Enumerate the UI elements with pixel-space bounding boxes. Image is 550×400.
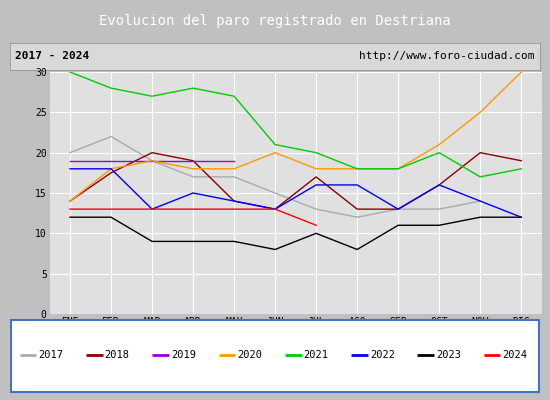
Text: 2019: 2019 [171,350,196,360]
Text: 2017: 2017 [39,350,63,360]
Text: 2022: 2022 [370,350,395,360]
Text: 2017 - 2024: 2017 - 2024 [15,51,90,61]
Text: http://www.foro-ciudad.com: http://www.foro-ciudad.com [359,51,535,61]
Text: Evolucion del paro registrado en Destriana: Evolucion del paro registrado en Destria… [99,14,451,28]
Text: 2023: 2023 [436,350,461,360]
Text: 2020: 2020 [237,350,262,360]
Text: 2021: 2021 [304,350,328,360]
Text: 2018: 2018 [104,350,130,360]
Text: 2024: 2024 [502,350,527,360]
